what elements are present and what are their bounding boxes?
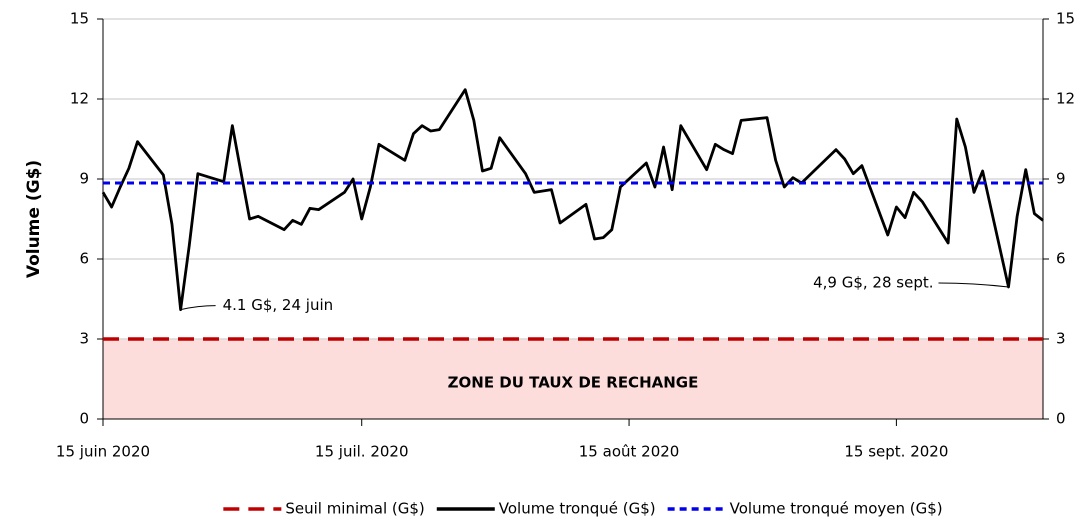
x-tick-label: 15 sept. 2020: [844, 443, 948, 461]
y-tick-label: 12: [70, 90, 89, 108]
y-axis-label: Volume (G$): [24, 160, 44, 278]
y-tick-label: 6: [79, 250, 89, 268]
annotation: 4,9 G$, 28 sept.: [813, 274, 933, 292]
x-tick-label: 15 août 2020: [579, 443, 680, 461]
data-line: [101, 88, 1044, 312]
y2-tick-label: 12: [1056, 90, 1075, 108]
y-tick-label: 15: [70, 10, 89, 28]
y2-tick-label: 15: [1056, 10, 1075, 28]
legend: Seuil minimal (G$) Volume tronqué (G$) Vol…: [223, 500, 943, 518]
legend-label: Volume tronqué moyen (G$): [730, 500, 943, 518]
y2-tick-label: 3: [1056, 330, 1066, 348]
legend-label: Seuil minimal (G$): [285, 500, 424, 518]
y-tick-label: 0: [79, 410, 89, 428]
zone-label: ZONE DU TAUX DE RECHANGE: [448, 374, 699, 392]
annotation-leader: [180, 305, 216, 311]
x-tick-label: 15 juin 2020: [56, 443, 150, 461]
y2-tick-label: 6: [1056, 250, 1066, 268]
x-tick-label: 15 juil. 2020: [315, 443, 409, 461]
zone: [103, 339, 1043, 419]
y-tick-label: 9: [79, 170, 89, 188]
y-tick-label: 3: [79, 330, 89, 348]
y2-tick-label: 0: [1056, 410, 1066, 428]
legend-label: Volume tronqué (G$): [499, 500, 656, 518]
y2-tick-label: 9: [1056, 170, 1066, 188]
annotation: 4.1 G$, 24 juin: [223, 296, 334, 314]
annotation-leader: [938, 282, 1009, 288]
